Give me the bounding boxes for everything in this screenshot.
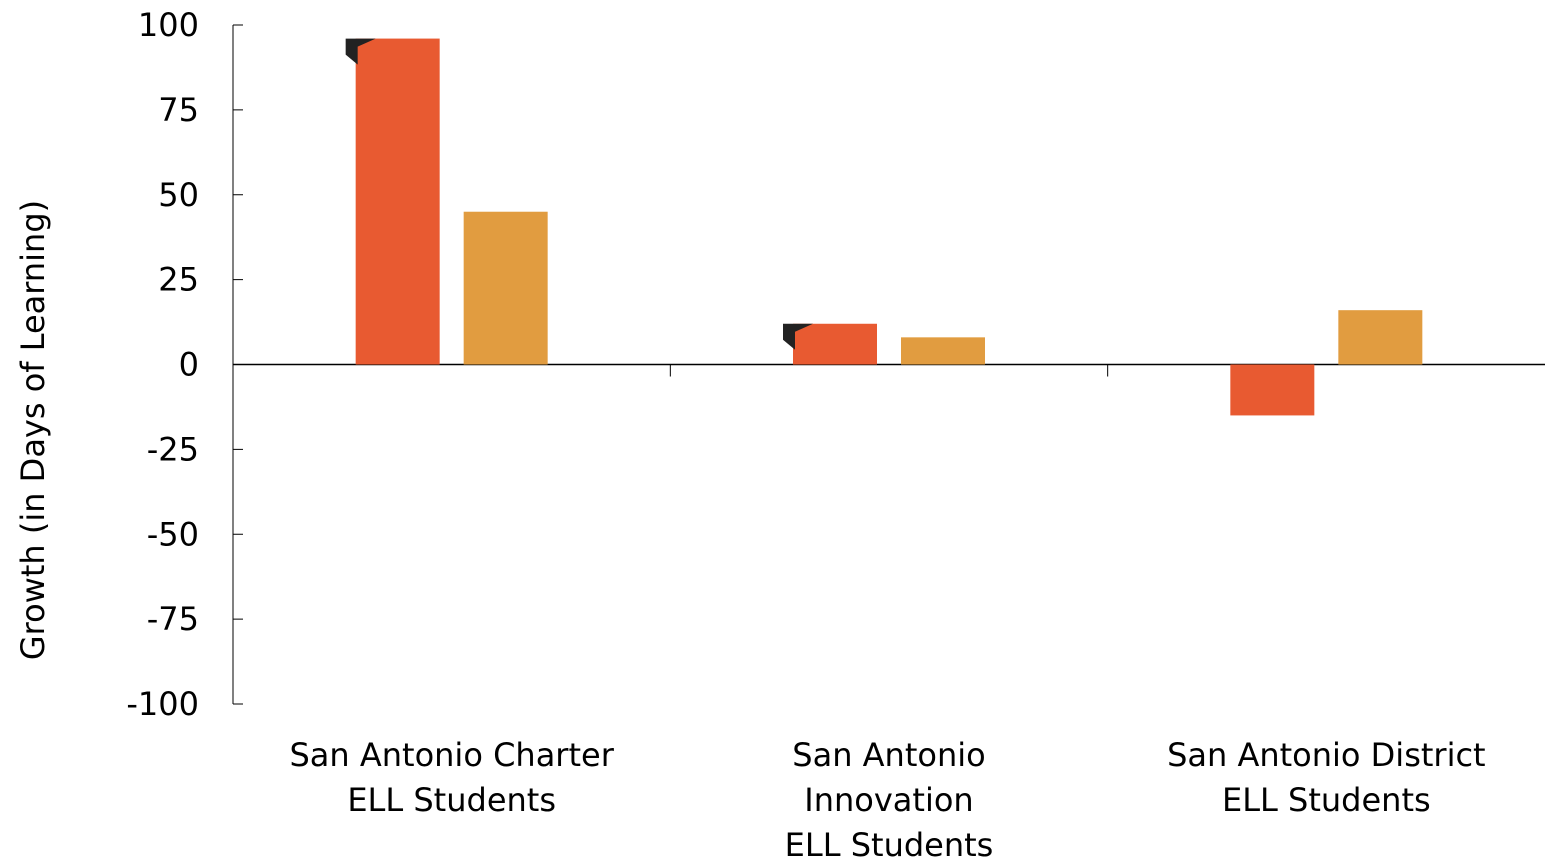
y-tick-label: -75 <box>147 600 199 638</box>
x-category-label: San Antonio District ELL Students <box>1167 736 1486 819</box>
y-tick-label: -100 <box>126 685 199 723</box>
bar-series1-3 <box>1230 364 1315 416</box>
y-tick-label: 100 <box>138 6 199 44</box>
x-category-label-line: ELL Students <box>347 781 556 819</box>
bar-corner-marker <box>783 323 813 350</box>
y-tick-label: -50 <box>147 515 199 553</box>
x-category-label-line: San Antonio District <box>1167 736 1486 774</box>
y-axis-title: Growth (in Days of Learning) <box>14 200 52 660</box>
x-category-label-line: Innovation <box>804 781 973 819</box>
x-category-label-line: San Antonio Charter <box>289 736 614 774</box>
y-axis: 100 75 50 25 0 -25 -50 -75 -100 <box>126 6 243 723</box>
y-tick-label: 50 <box>158 176 199 214</box>
y-tick-label: 0 <box>179 346 199 384</box>
bars <box>345 38 1423 416</box>
bar-series2-3 <box>1338 310 1423 365</box>
y-tick-label: -25 <box>147 430 199 468</box>
x-category-label-line: San Antonio <box>792 736 985 774</box>
y-tick-label: 25 <box>158 261 199 299</box>
x-category-label-line: ELL Students <box>1222 781 1431 819</box>
bar-series2-2 <box>901 337 985 365</box>
bar-series2-1 <box>463 211 548 365</box>
bar-series1-2 <box>793 323 877 365</box>
x-category-label: San Antonio Innovation ELL Students <box>785 736 994 862</box>
y-tick-label: 75 <box>158 91 199 129</box>
bar-corner-marker <box>345 38 376 65</box>
x-axis <box>233 363 1545 377</box>
bar-series1-1 <box>355 38 440 365</box>
x-category-label: San Antonio Charter ELL Students <box>289 736 614 819</box>
x-category-label-line: ELL Students <box>785 826 994 862</box>
